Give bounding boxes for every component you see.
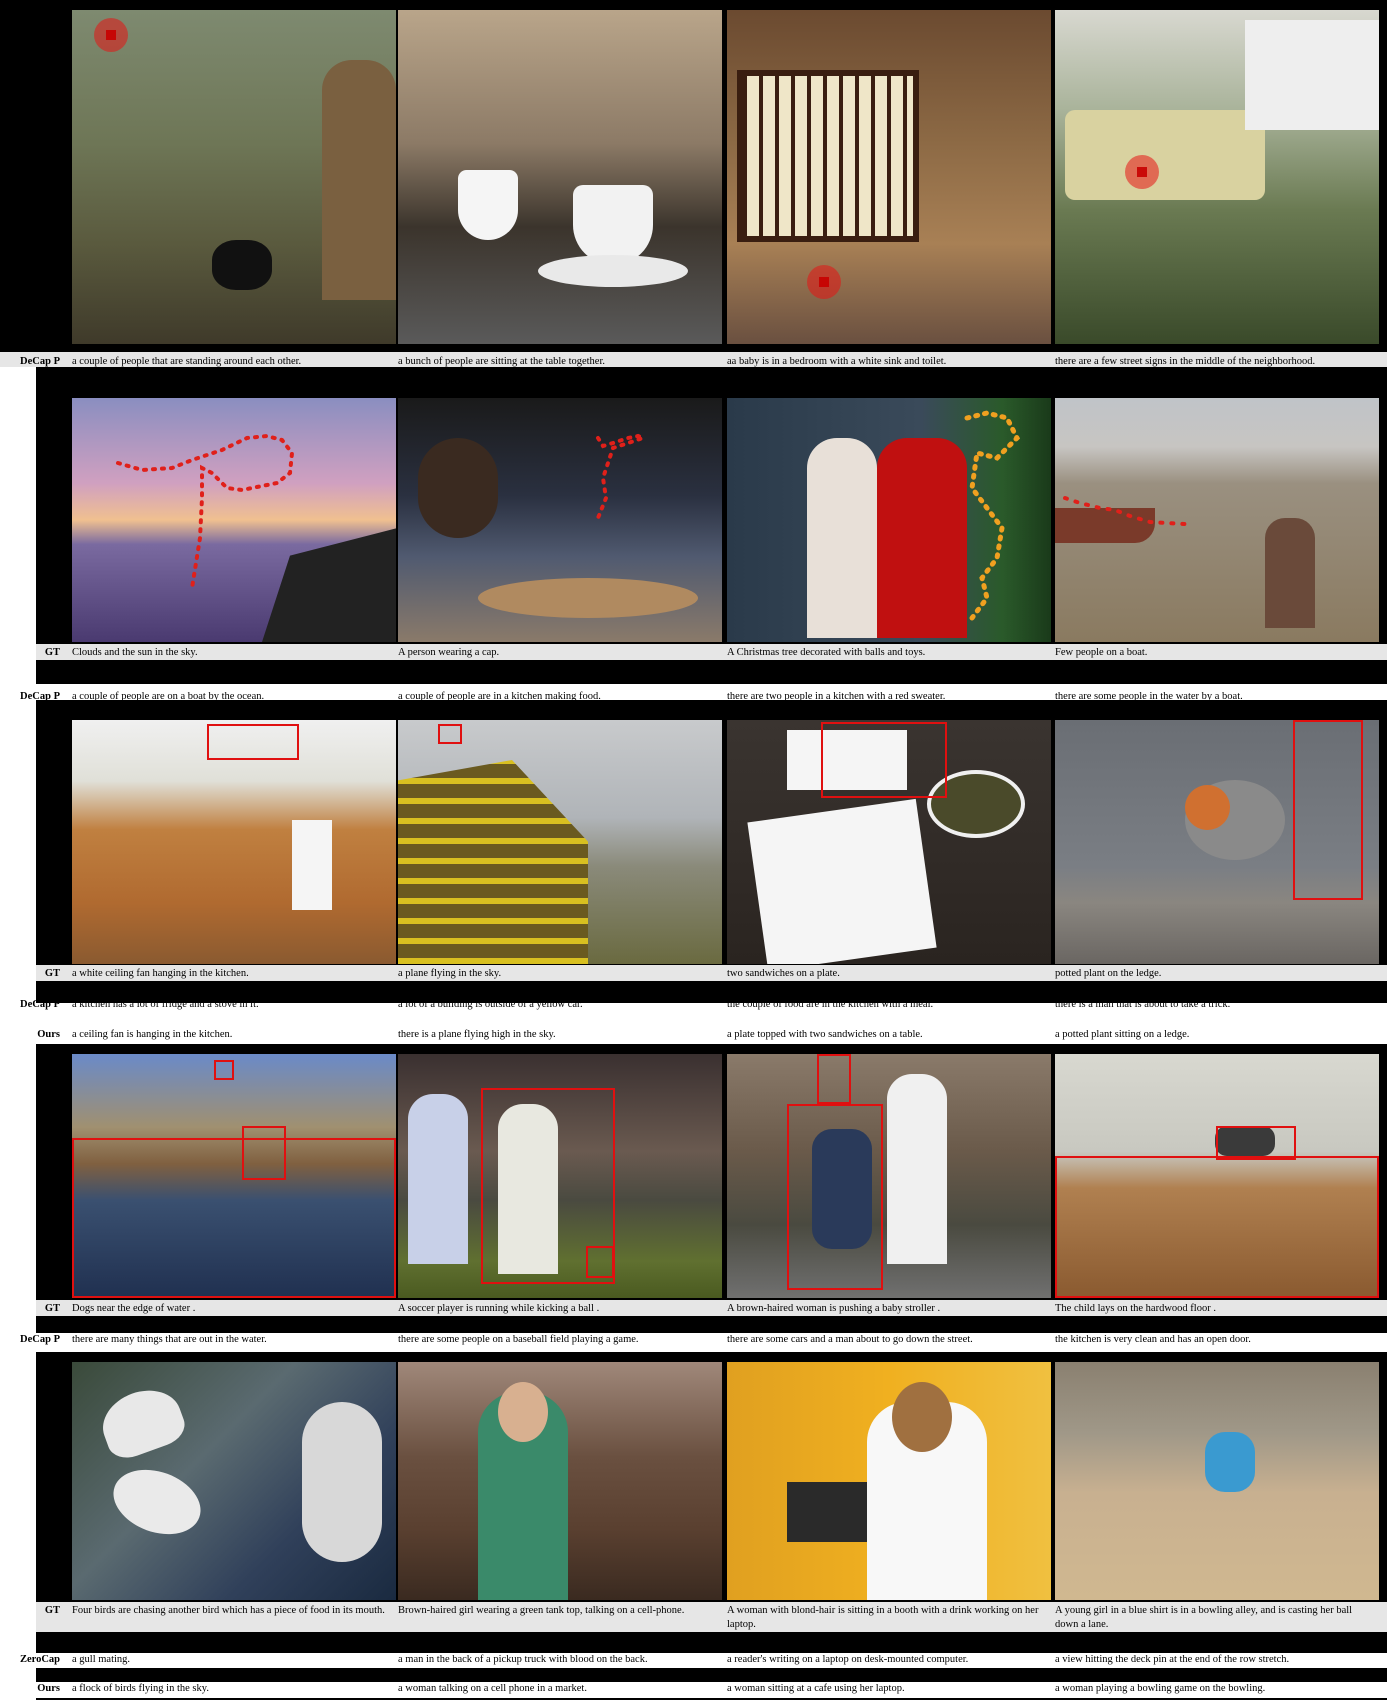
caption-text: two sandwiches on a plate. [727, 968, 840, 979]
photo-hardwood [1055, 1054, 1379, 1298]
caption-label: GT [44, 647, 60, 658]
caption-row: ZeroCap a gull mating. a man in the back… [0, 1653, 1387, 1668]
caption-text: Four birds are chasing another bird whic… [72, 1605, 385, 1616]
trace-tree [964, 410, 1021, 621]
caption-label: GT [44, 1605, 60, 1616]
caption-text: there is a plane flying high in the sky. [398, 1029, 556, 1040]
caption-text: a kitchen has a lot of fridge and a stov… [72, 999, 259, 1010]
caption-text: potted plant on the ledge. [1055, 968, 1162, 979]
caption-text: the couple of food are in the kitchen wi… [727, 999, 934, 1010]
caption-text: there are some people in the water by a … [1055, 691, 1243, 702]
caption-label: GT [44, 968, 60, 979]
caption-text: a flock of birds flying in the sky. [72, 1683, 209, 1694]
photo-campfire [72, 10, 396, 344]
caption-text: a gull mating. [72, 1654, 131, 1665]
photo-teacups [398, 10, 722, 344]
caption-text: Few people on a boat. [1055, 647, 1148, 658]
caption-text: a ceiling fan is hanging in the kitchen. [72, 1029, 233, 1040]
caption-text: a potted plant sitting on a ledge. [1055, 1029, 1190, 1040]
trace-boat [1063, 496, 1187, 526]
caption-text: there is a man that is about to take a t… [1055, 999, 1231, 1010]
photo-bowling [1055, 1362, 1379, 1600]
caption-text: there are some people on a baseball fiel… [398, 1334, 639, 1345]
photo-sunset [72, 398, 396, 642]
caption-text: A young girl in a blue shirt is in a bow… [1055, 1605, 1353, 1630]
caption-text: a bunch of people are sitting at the tab… [398, 356, 606, 367]
caption-text: a woman talking on a cell phone in a mar… [398, 1683, 587, 1694]
caption-row: DeCap P there are many things that are o… [0, 1333, 1387, 1349]
caption-row: Ours a ceiling fan is hanging in the kit… [0, 1028, 1387, 1044]
photo-street [1055, 10, 1379, 344]
photo-birds [72, 1362, 396, 1600]
caption-label: Ours [37, 1683, 60, 1694]
caption-row: GT Four birds are chasing another bird w… [0, 1604, 1387, 1632]
caption-text: A brown-haired woman is pushing a baby s… [727, 1303, 941, 1314]
caption-text: A soccer player is running while kicking… [398, 1303, 600, 1314]
caption-text: Clouds and the sun in the sky. [72, 647, 198, 658]
caption-strip [0, 352, 1387, 367]
photo-soccer [398, 1054, 722, 1298]
caption-text: a plate topped with two sandwiches on a … [727, 1029, 923, 1040]
caption-text: Dogs near the edge of water . [72, 1303, 196, 1314]
caption-strip [36, 644, 1387, 660]
caption-text: there are a few street signs in the midd… [1055, 356, 1316, 367]
caption-text: A Christmas tree decorated with balls an… [727, 647, 926, 658]
caption-text: a reader's writing on a laptop on desk-m… [727, 1654, 969, 1665]
caption-text: a woman playing a bowling game on the bo… [1055, 1683, 1266, 1694]
photo-stroller [727, 1054, 1051, 1298]
photo-kitchen [72, 720, 396, 964]
caption-strip [36, 965, 1387, 981]
caption-label: DeCap P [20, 691, 60, 702]
caption-text: a couple of people that are standing aro… [72, 356, 302, 367]
caption-strip [36, 1602, 1387, 1632]
caption-text: A person wearing a cap. [398, 647, 500, 658]
caption-text: the kitchen is very clean and has an ope… [1055, 1334, 1251, 1345]
caption-text: a man in the back of a pickup truck with… [398, 1654, 648, 1665]
photo-crib [727, 10, 1051, 344]
caption-text: there are many things that are out in th… [72, 1334, 267, 1345]
caption-text: a lot of a building is outside of a yell… [398, 999, 583, 1010]
caption-text: aa baby is in a bedroom with a white sin… [727, 356, 947, 367]
frame-left-strip [0, 0, 70, 352]
caption-label: DeCap P [20, 356, 60, 367]
photo-water-dogs [72, 1054, 396, 1298]
caption-label: ZeroCap [19, 1654, 60, 1665]
caption-text: a plane flying in the sky. [398, 968, 502, 979]
photo-boat [1055, 398, 1379, 642]
caption-label: GT [44, 1303, 60, 1314]
caption-text: a woman sitting at a cafe using her lapt… [727, 1683, 905, 1694]
caption-text: a couple of people are in a kitchen maki… [398, 691, 601, 702]
photo-incense [398, 398, 722, 642]
caption-label: DeCap P [20, 1334, 60, 1345]
photo-building [398, 720, 722, 964]
caption-text: there are two people in a kitchen with a… [727, 691, 946, 702]
caption-row: Ours a flock of birds flying in the sky.… [0, 1682, 1387, 1698]
photo-sandwiches [727, 720, 1051, 964]
caption-text: there are some cars and a man about to g… [727, 1334, 973, 1345]
caption-text: Brown-haired girl wearing a green tank t… [398, 1605, 685, 1616]
photo-market-girl [398, 1362, 722, 1600]
caption-strip [36, 1300, 1387, 1316]
caption-text: a white ceiling fan hanging in the kitch… [72, 968, 249, 979]
photo-cafe-laptop [727, 1362, 1051, 1600]
caption-text: A woman with blond-hair is sitting in a … [727, 1605, 1039, 1630]
caption-label: Ours [37, 1029, 60, 1040]
caption-text: The child lays on the hardwood floor . [1055, 1303, 1216, 1314]
caption-text: a view hitting the deck pin at the end o… [1055, 1654, 1290, 1665]
caption-text: a couple of people are on a boat by the … [72, 691, 265, 702]
photo-robin [1055, 720, 1379, 964]
caption-label: DeCap P [20, 999, 60, 1010]
trace-incense [596, 433, 649, 520]
trace-sunset [116, 433, 295, 590]
